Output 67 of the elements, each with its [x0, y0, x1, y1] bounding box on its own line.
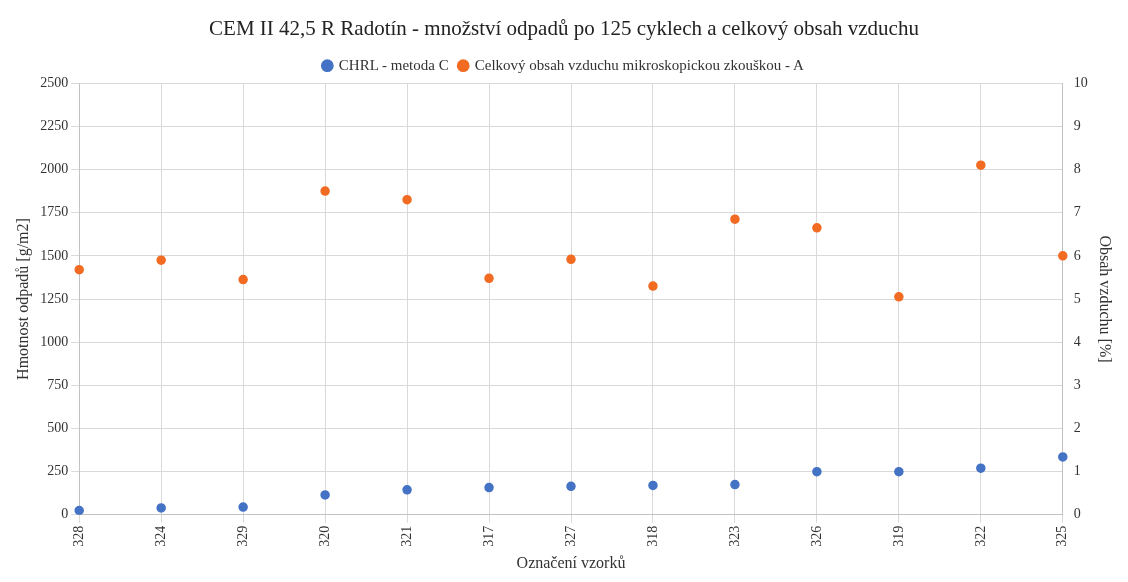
x-axis-title: Označení vzorků: [516, 553, 626, 571]
y2-tick-label: 7: [1073, 204, 1081, 220]
point: [730, 214, 740, 224]
point: [1058, 251, 1068, 261]
y2-tick-label: 8: [1073, 161, 1081, 177]
x-tick-label: 325: [1054, 525, 1070, 547]
y2-tick-label: 5: [1073, 290, 1081, 306]
point: [976, 463, 986, 473]
x-tick-label: 327: [562, 525, 578, 547]
point: [156, 255, 166, 265]
y-tick-label: 1500: [40, 247, 69, 263]
x-tick-label: 317: [480, 525, 496, 547]
y-tick-label: 2000: [40, 161, 69, 177]
y2-axis-title: Obsah vzduchu [%]: [1097, 235, 1115, 363]
y-tick-label: 2500: [40, 74, 69, 90]
point: [484, 482, 494, 493]
point: [74, 505, 84, 515]
point: [320, 186, 330, 196]
point: [894, 466, 904, 477]
x-tick-label: 328: [70, 525, 86, 547]
point: [402, 485, 412, 495]
y-axis-title: Hmotnost odpadů [g/m2]: [13, 218, 32, 380]
point: [74, 264, 84, 275]
legend-label: CHRL - metoda C: [338, 56, 449, 73]
point: [1058, 452, 1068, 462]
point: [484, 273, 494, 284]
x-tick-label: 321: [398, 525, 414, 547]
y-tick-label: 1750: [40, 204, 69, 220]
point: [238, 274, 248, 285]
y2-tick-label: 3: [1073, 376, 1081, 392]
x-tick-label: 329: [234, 525, 250, 547]
y-tick-label: 750: [47, 376, 69, 392]
x-tick-label: 322: [972, 525, 988, 547]
point: [402, 194, 412, 205]
y-tick-label: 500: [47, 420, 69, 436]
x-tick-label: 318: [644, 525, 660, 547]
point: [812, 223, 822, 233]
point: [648, 480, 658, 491]
y-tick-label: 250: [47, 463, 69, 479]
point: [894, 292, 904, 302]
point: [566, 254, 576, 265]
point: [812, 466, 822, 477]
x-tick-label: 324: [152, 525, 168, 547]
point: [730, 479, 740, 490]
point: [648, 281, 658, 291]
y-tick-label: 1000: [40, 333, 69, 349]
x-tick-label: 319: [890, 525, 906, 547]
y-tick-label: 1250: [40, 290, 69, 306]
legend-label: Celkový obsah vzduchu mikroskopickou zkouškou - A: [474, 56, 805, 73]
x-tick-label: 323: [726, 525, 742, 547]
y2-tick-label: 0: [1073, 506, 1081, 522]
chart-title: CEM II 42,5 R Radotín - množství odpadů po 125 cyklech a celkový obsah vzduchu: [209, 16, 920, 41]
point: [238, 502, 248, 512]
y-tick-label: 0: [61, 506, 69, 522]
y2-tick-label: 9: [1073, 118, 1081, 134]
point: [156, 503, 166, 513]
point: [976, 160, 986, 170]
point: [320, 490, 330, 500]
y-tick-label: 2250: [40, 118, 69, 134]
y2-tick-label: 6: [1073, 247, 1081, 263]
y2-tick-label: 2: [1073, 420, 1081, 436]
point: [566, 481, 576, 492]
y2-tick-label: 4: [1073, 333, 1081, 349]
y2-tick-label: 10: [1073, 74, 1088, 90]
y2-tick-label: 1: [1073, 463, 1081, 479]
x-tick-label: 320: [316, 525, 332, 547]
x-tick-label: 326: [808, 525, 824, 547]
